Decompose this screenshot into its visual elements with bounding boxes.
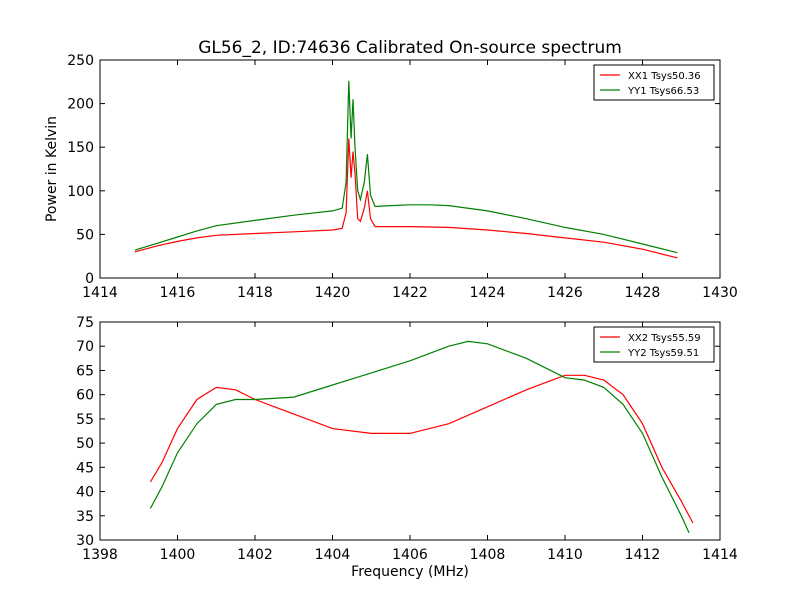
y-tick-label: 0 — [85, 271, 94, 287]
x-tick-label: 1412 — [625, 547, 661, 563]
legend: XX2 Tsys55.59 YY2 Tsys59.51 — [593, 326, 715, 363]
x-tick-label: 1430 — [702, 285, 738, 301]
y-tick-label: 60 — [76, 388, 94, 404]
x-tick-label: 1404 — [315, 547, 351, 563]
y-tick-label: 150 — [67, 140, 94, 156]
x-tick-label: 1414 — [82, 285, 118, 301]
x-tick-label: 1422 — [392, 285, 428, 301]
series-line-2 — [149, 340, 690, 533]
series-line-1 — [134, 138, 678, 259]
legend-entry-label: XX1 Tsys50.36 — [628, 71, 701, 82]
series-line-1 — [149, 374, 694, 524]
y-axis-label: Power in Kelvin — [44, 116, 60, 222]
y-tick-label: 250 — [67, 53, 94, 69]
y-tick-label: 70 — [76, 339, 94, 355]
legend: XX1 Tsys50.36 YY1 Tsys66.53 — [593, 64, 715, 101]
y-tick-label: 50 — [76, 227, 94, 243]
x-tick-label: 1408 — [470, 547, 506, 563]
legend-entry-label: YY2 Tsys59.51 — [627, 348, 699, 359]
y-tick-label: 40 — [76, 485, 94, 501]
x-tick-label: 1406 — [392, 547, 428, 563]
y-tick-label: 65 — [76, 363, 94, 379]
legend-box — [593, 64, 715, 101]
x-tick-label: 1416 — [160, 285, 196, 301]
x-tick-label: 1402 — [237, 547, 273, 563]
y-tick-label: 45 — [76, 460, 94, 476]
y-tick-label: 100 — [67, 184, 94, 200]
top-plot: 1414 1416 1418 1420 1422 1424 1426 1428 1430 0 50 1… — [44, 53, 738, 301]
chart-title: GL56_2, ID:74636 Calibrated On-source sp… — [198, 38, 622, 58]
x-tick-label: 1398 — [82, 547, 118, 563]
y-tick-label: 55 — [76, 412, 94, 428]
y-tick-label: 30 — [76, 533, 94, 549]
y-tick-label: 50 — [76, 436, 94, 452]
y-tick-label: 200 — [67, 97, 94, 113]
x-axis-label: Frequency (MHz) — [351, 564, 469, 580]
series-line-2 — [134, 80, 678, 254]
y-tick-label: 35 — [76, 509, 94, 525]
legend-box — [593, 326, 715, 363]
x-tick-label: 1400 — [160, 547, 196, 563]
x-tick-label: 1410 — [547, 547, 583, 563]
x-tick-label: 1428 — [625, 285, 661, 301]
y-tick-label: 75 — [76, 315, 94, 331]
bottom-plot: 1398 1400 1402 1404 1406 1408 1410 1412 1414 30 35… — [76, 315, 738, 580]
legend-entry-label: XX2 Tsys55.59 — [628, 333, 701, 344]
x-tick-label: 1426 — [547, 285, 583, 301]
x-tick-label: 1414 — [702, 547, 738, 563]
legend-entry-label: YY1 Tsys66.53 — [627, 86, 699, 97]
x-tick-label: 1420 — [315, 285, 351, 301]
x-tick-label: 1424 — [470, 285, 506, 301]
x-tick-label: 1418 — [237, 285, 273, 301]
